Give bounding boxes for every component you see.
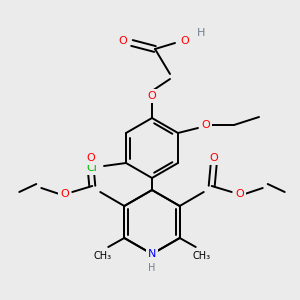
Text: O: O (118, 36, 127, 46)
Text: O: O (181, 36, 189, 46)
Text: O: O (209, 153, 218, 163)
Text: CH₃: CH₃ (193, 251, 211, 261)
Text: CH₃: CH₃ (93, 251, 111, 261)
Text: O: O (86, 153, 95, 163)
Text: O: O (148, 91, 156, 101)
Text: O: O (235, 189, 244, 199)
Text: N: N (148, 249, 156, 259)
Text: O: O (202, 120, 210, 130)
Text: Cl: Cl (87, 163, 98, 173)
Text: H: H (148, 263, 156, 273)
Text: H: H (197, 28, 205, 38)
Text: O: O (60, 189, 69, 199)
